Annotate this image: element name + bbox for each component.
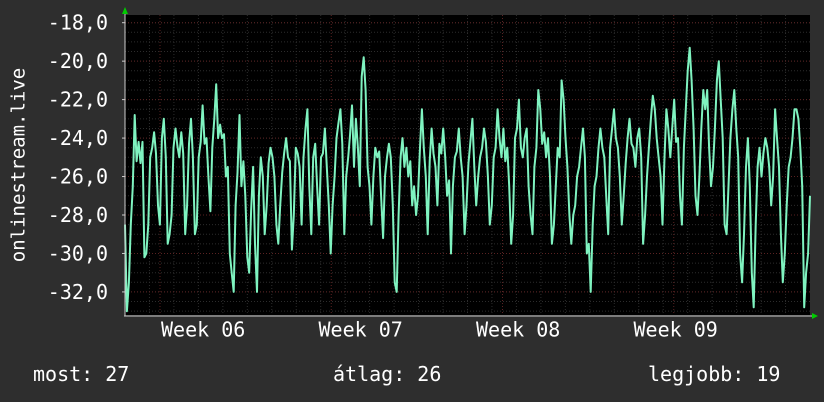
series-layer	[124, 46, 811, 313]
x-tick-label: Week 06	[161, 318, 245, 342]
max-value-stat: legjobb: 19	[648, 362, 781, 386]
x-tick-label: Week 08	[476, 318, 560, 342]
major-grid	[125, 15, 810, 315]
y-tick-label: -24,0	[48, 126, 108, 150]
x-axis-ticks: Week 06 Week 07 Week 08 Week 09	[161, 318, 718, 342]
y-tick-label: -28,0	[48, 203, 108, 227]
y-tick-label: -22,0	[48, 88, 108, 112]
axes	[122, 7, 818, 319]
line-chart: -18,0 -20,0 -22,0 -24,0 -26,0 -28,0 -30,0 -32,0…	[8, 7, 818, 342]
y-tick-label: -32,0	[48, 280, 108, 304]
current-value-stat: most: 27	[33, 362, 130, 386]
y-axis-arrow-icon	[122, 7, 128, 14]
y-axis-ticks: -18,0 -20,0 -22,0 -24,0 -26,0 -28,0 -30,0 -32,0	[48, 11, 125, 304]
y-tick-label: -18,0	[48, 11, 108, 35]
y-tick-label: -30,0	[48, 241, 108, 265]
average-value-stat: átlag: 26	[333, 362, 442, 386]
y-tick-label: -20,0	[48, 49, 108, 73]
x-tick-label: Week 07	[319, 318, 403, 342]
x-tick-label: Week 09	[634, 318, 718, 342]
series-line	[124, 46, 811, 313]
y-tick-label: -26,0	[48, 165, 108, 189]
x-axis-arrow-icon	[812, 313, 818, 319]
y-axis-label: onlinestream.live	[8, 68, 30, 262]
